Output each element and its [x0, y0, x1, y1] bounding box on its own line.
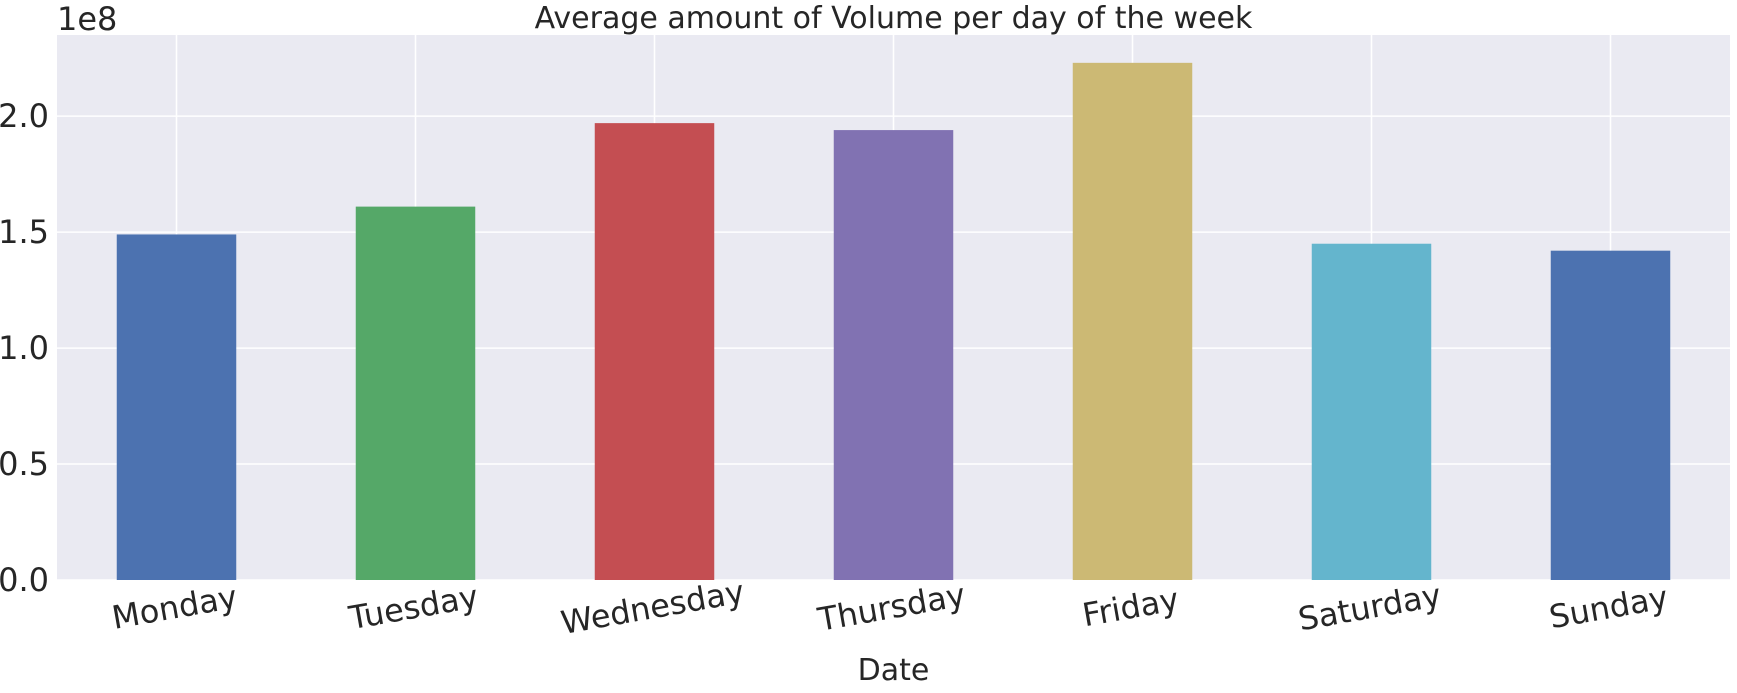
x-tick-label: Saturday — [1295, 576, 1444, 638]
x-tick-label: Thursday — [814, 576, 968, 639]
x-tick-label: Tuesday — [345, 577, 481, 637]
bar-thursday — [833, 130, 954, 580]
bar-tuesday — [355, 206, 476, 581]
bar-monday — [116, 234, 237, 580]
bars-group — [116, 62, 1671, 581]
y-tick-label: 2.0 — [0, 97, 49, 135]
bar-wednesday — [594, 123, 715, 581]
bar-saturday — [1311, 243, 1432, 581]
x-axis-label: Date — [858, 653, 930, 688]
y-tick-label: 0.0 — [0, 561, 49, 599]
chart-title: Average amount of Volume per day of the … — [535, 1, 1253, 36]
y-tick-labels: 0.0 0.5 1.0 1.5 2.0 — [0, 97, 49, 599]
bar-sunday — [1550, 250, 1671, 580]
bar-friday — [1072, 62, 1193, 581]
x-tick-label: Wednesday — [558, 572, 747, 642]
x-tick-labels: Monday Tuesday Wednesday Thursday Friday Satu… — [109, 572, 1671, 642]
x-tick-label: Monday — [109, 577, 240, 636]
x-tick-label: Sunday — [1546, 578, 1671, 636]
y-tick-label: 0.5 — [0, 445, 49, 483]
y-tick-label: 1.0 — [0, 329, 49, 367]
y-tick-label: 1.5 — [0, 213, 49, 251]
x-tick-label: Friday — [1080, 580, 1182, 634]
y-axis-offset-label: 1e8 — [57, 0, 117, 38]
